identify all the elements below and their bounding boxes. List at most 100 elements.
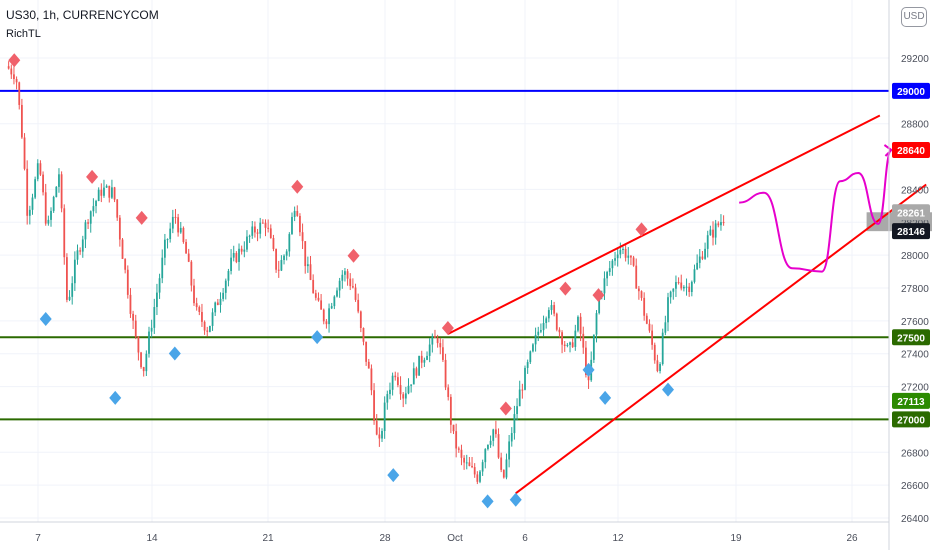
candle-body (513, 414, 516, 434)
candle-body (659, 364, 661, 372)
candle-body (370, 368, 373, 391)
candle-body (153, 307, 156, 328)
currency-button[interactable]: USD (901, 7, 927, 27)
candle-body (333, 296, 336, 307)
candle-body (23, 137, 26, 169)
candle-body (402, 394, 405, 399)
candle-body (595, 313, 598, 335)
price-label-text: 27500 (897, 333, 925, 344)
bottom-marker-icon (509, 492, 522, 507)
candle-body (423, 359, 426, 363)
candle-body (87, 222, 89, 224)
y-tick-label: 28800 (901, 120, 929, 131)
candle-body (227, 270, 230, 281)
candle-body (103, 187, 105, 196)
candle-body (653, 344, 656, 361)
candle-body (669, 291, 672, 298)
candle-body (383, 402, 386, 431)
price-label-badge (892, 142, 930, 158)
candle-body (111, 187, 113, 198)
x-tick-label: 21 (262, 533, 274, 544)
price-label-badge (892, 411, 930, 428)
candle-body (656, 360, 659, 372)
candle-body (558, 329, 561, 333)
candle-body (232, 253, 235, 258)
top-marker-icon (635, 222, 648, 237)
candle-body (640, 291, 643, 298)
candle-body (309, 264, 312, 280)
candle-body (293, 210, 296, 217)
top-marker-icon (86, 169, 99, 184)
candle-body (299, 215, 301, 233)
candle-body (386, 394, 389, 403)
candle-body (693, 269, 696, 282)
candle-body (465, 462, 468, 464)
candle-body (325, 321, 328, 325)
bottom-marker-icon (387, 468, 400, 483)
candle-body (685, 286, 688, 288)
candle-body (720, 222, 722, 226)
candle-body (449, 396, 452, 425)
bottom-marker-icon (311, 330, 324, 345)
candle-body (50, 210, 52, 220)
candle-body (391, 375, 394, 390)
candle-body (452, 424, 455, 432)
candle-body (502, 469, 505, 478)
candle-body (643, 297, 646, 316)
candle-body (201, 311, 203, 322)
candle-body (722, 222, 725, 224)
price-label-badge (892, 82, 930, 99)
channel-upper-line (447, 114, 881, 335)
candle-body (696, 262, 699, 270)
candle-body (267, 227, 270, 229)
candle-body (150, 327, 153, 332)
candle-body (606, 272, 608, 279)
candle-body (264, 222, 267, 228)
x-tick-label: 26 (846, 533, 858, 544)
candle-body (547, 310, 550, 319)
candle-body (592, 334, 595, 360)
candle-body (285, 251, 288, 256)
candle-body (534, 334, 537, 345)
candlestick-series (7, 61, 725, 485)
candle-body (134, 320, 137, 337)
candle-body (36, 163, 39, 180)
candle-body (704, 248, 706, 259)
price-label-badge (892, 204, 930, 221)
price-label-text: 28261 (897, 208, 925, 219)
candle-body (619, 249, 622, 255)
candle-body (185, 241, 187, 254)
candle-body (426, 355, 428, 360)
candle-body (243, 249, 246, 252)
candle-body (76, 250, 79, 260)
candle-body (407, 385, 410, 394)
projection-curve (739, 149, 893, 273)
candle-body (569, 342, 571, 345)
bottom-marker-icon (582, 362, 595, 377)
candle-body (246, 236, 248, 250)
candle-body (306, 264, 309, 267)
candle-body (195, 303, 198, 308)
candle-body (26, 168, 29, 216)
candle-body (44, 192, 47, 224)
candle-body (415, 368, 418, 376)
candle-body (224, 280, 227, 293)
candle-body (561, 332, 563, 345)
candle-body (208, 325, 211, 332)
candle-body (381, 430, 383, 439)
candle-body (277, 269, 280, 271)
candle-body (283, 255, 285, 261)
candle-body (169, 228, 172, 240)
candle-body (357, 299, 360, 312)
candle-body (129, 294, 132, 314)
candle-body (190, 261, 193, 286)
candle-body (166, 239, 169, 241)
candle-body (182, 227, 185, 242)
candle-body (420, 355, 423, 363)
y-tick-label: 29200 (901, 54, 929, 65)
candle-body (163, 239, 166, 258)
candle-body (582, 333, 585, 348)
candle-body (198, 307, 201, 312)
candle-body (346, 271, 349, 279)
